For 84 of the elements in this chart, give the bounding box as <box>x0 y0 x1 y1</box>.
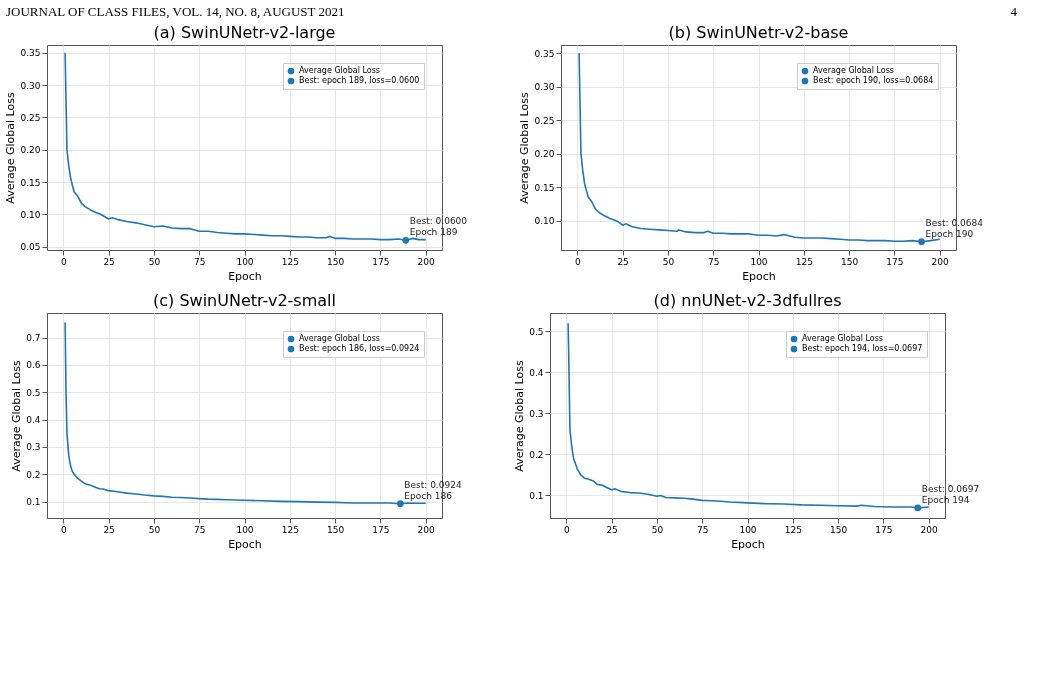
x-tick-label: 175 <box>875 524 893 535</box>
annotation: Best: 0.0684 Epoch 190 <box>925 217 984 239</box>
y-tick-label: 0.30 <box>534 82 555 93</box>
y-axis-title: Average Global Loss <box>513 360 527 472</box>
x-tick-label: 50 <box>651 524 664 535</box>
x-tick-label: 175 <box>372 524 390 535</box>
y-tick-label: 0.2 <box>26 469 41 480</box>
x-axis-title: Epoch <box>228 537 262 551</box>
y-tick-label: 0.10 <box>534 216 555 227</box>
x-tick-label: 150 <box>841 256 859 267</box>
chart-title: (b) SwinUNetr-v2-base <box>668 23 849 42</box>
x-tick-label: 200 <box>920 524 939 535</box>
x-tick-label: 75 <box>696 524 709 535</box>
x-tick-label: 100 <box>236 256 254 267</box>
x-tick-label: 100 <box>750 256 768 267</box>
x-tick-label: 150 <box>327 524 345 535</box>
y-tick-label: 0.30 <box>20 80 41 91</box>
y-tick-label: 0.1 <box>529 490 544 501</box>
x-tick-label: 0 <box>563 524 570 535</box>
y-tick-label: 0.25 <box>20 112 41 123</box>
y-tick-label: 0.6 <box>26 360 41 371</box>
x-tick-label: 100 <box>236 524 254 535</box>
legend-label: Average Global Loss <box>299 66 381 75</box>
y-tick-label: 0.5 <box>26 387 41 398</box>
x-tick-label: 25 <box>103 524 115 535</box>
y-tick-label: 0.7 <box>26 333 41 344</box>
y-tick-label: 0.20 <box>534 149 555 160</box>
x-tick-label: 0 <box>574 256 581 267</box>
x-tick-label: 50 <box>662 256 675 267</box>
x-tick-label: 0 <box>60 524 67 535</box>
chart-title: (d) nnUNet-v2-3dfullres <box>653 291 842 310</box>
x-tick-label: 200 <box>931 256 950 267</box>
x-tick-label: 100 <box>739 524 757 535</box>
x-tick-label: 25 <box>103 256 115 267</box>
x-tick-label: 50 <box>148 524 161 535</box>
x-tick-label: 125 <box>281 524 299 535</box>
y-tick-label: 0.05 <box>20 242 41 253</box>
y-tick-label: 0.3 <box>26 442 41 453</box>
legend-label: Best: epoch 194, loss=0.0697 <box>802 344 923 353</box>
legend-label: Best: epoch 190, loss=0.0684 <box>813 76 934 85</box>
x-tick-label: 25 <box>617 256 629 267</box>
legend-label: Average Global Loss <box>813 66 895 75</box>
y-axis-title: Average Global Loss <box>4 92 18 204</box>
y-tick-label: 0.35 <box>20 48 41 59</box>
chart-title: (c) SwinUNetr-v2-small <box>153 291 336 310</box>
y-tick-label: 0.1 <box>26 497 41 508</box>
x-tick-label: 125 <box>281 256 299 267</box>
y-tick-label: 0.10 <box>20 209 41 220</box>
y-tick-label: 0.20 <box>20 145 41 156</box>
x-tick-label: 200 <box>417 256 436 267</box>
y-tick-label: 0.4 <box>529 367 544 378</box>
legend-label: Best: epoch 186, loss=0.0924 <box>299 344 420 353</box>
x-tick-label: 75 <box>707 256 720 267</box>
legend-label: Best: epoch 189, loss=0.0600 <box>299 76 420 85</box>
y-tick-label: 0.15 <box>20 177 41 188</box>
chart-title: (a) SwinUNetr-v2-large <box>153 23 336 42</box>
x-tick-label: 125 <box>784 524 802 535</box>
y-axis-title: Average Global Loss <box>10 360 24 472</box>
text: 4 <box>1010 4 1017 21</box>
x-tick-label: 175 <box>886 256 904 267</box>
x-tick-label: 150 <box>830 524 848 535</box>
x-axis-title: Epoch <box>228 269 262 283</box>
y-tick-label: 0.25 <box>534 115 555 126</box>
legend-label: Average Global Loss <box>802 334 884 343</box>
y-tick-label: 0.5 <box>529 326 544 337</box>
x-axis-title: Epoch <box>731 537 765 551</box>
x-tick-label: 25 <box>606 524 618 535</box>
x-tick-label: 175 <box>372 256 390 267</box>
x-tick-label: 200 <box>417 524 436 535</box>
x-tick-label: 50 <box>148 256 161 267</box>
y-tick-label: 0.2 <box>529 449 544 460</box>
legend-label: Average Global Loss <box>299 334 381 343</box>
x-tick-label: 0 <box>60 256 67 267</box>
x-tick-label: 75 <box>193 524 206 535</box>
text: JOURNAL OF CLASS FILES, VOL. 14, NO. 8, AUGUST 2021 <box>6 4 345 21</box>
x-axis-title: Epoch <box>742 269 776 283</box>
x-tick-label: 125 <box>795 256 813 267</box>
x-tick-label: 150 <box>327 256 345 267</box>
y-tick-label: 0.35 <box>534 48 555 59</box>
y-tick-label: 0.3 <box>529 408 544 419</box>
y-axis-title: Average Global Loss <box>518 92 532 204</box>
y-tick-label: 0.4 <box>26 415 41 426</box>
y-tick-label: 0.15 <box>534 182 555 193</box>
x-tick-label: 75 <box>193 256 206 267</box>
